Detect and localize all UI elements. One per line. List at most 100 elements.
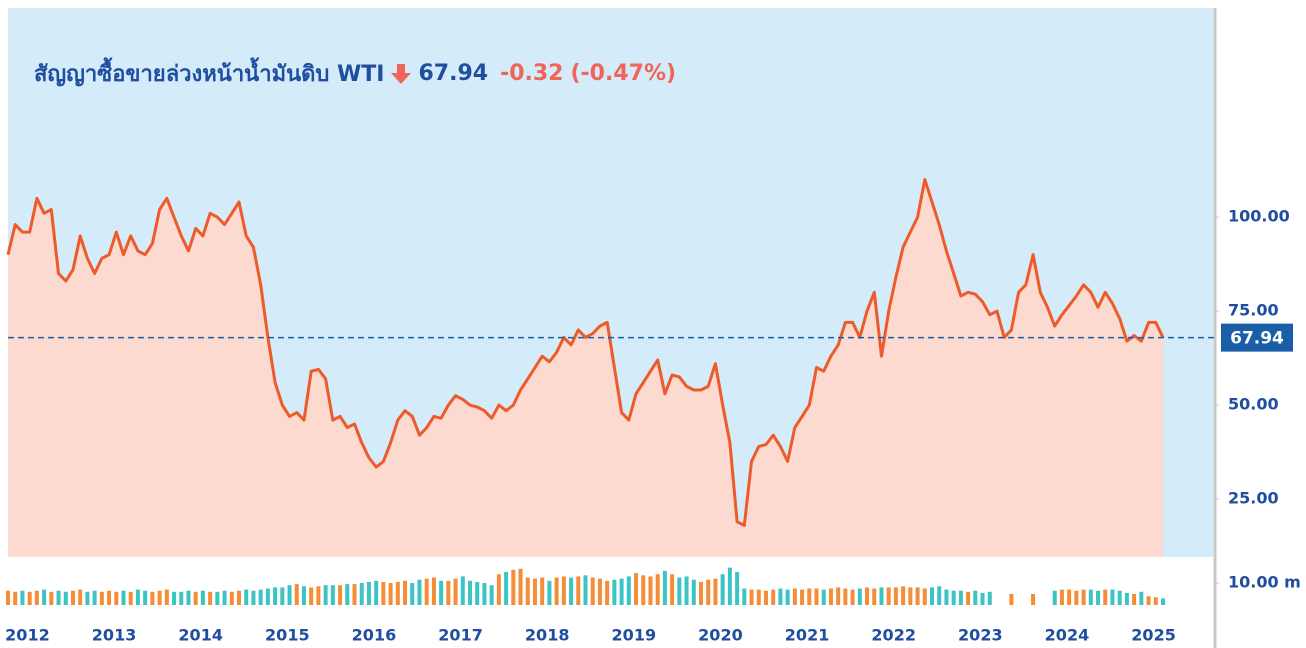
volume-bar (251, 590, 256, 605)
volume-bar (244, 589, 249, 605)
volume-bar (27, 591, 32, 605)
volume-bar (1146, 596, 1151, 605)
volume-bar (980, 592, 985, 605)
current-price-box (1221, 323, 1293, 352)
volume-bar (807, 588, 812, 605)
volume-bar (749, 589, 754, 605)
volume-bar (850, 589, 855, 605)
volume-bar (482, 583, 487, 605)
volume-bar (872, 588, 877, 605)
volume-bar (973, 590, 978, 605)
volume-bar (42, 589, 47, 605)
volume-bar (554, 577, 559, 605)
volume-bar (431, 577, 436, 605)
volume-tick-label: 10.00 m (1228, 573, 1301, 592)
volume-bar (930, 587, 934, 605)
volume-bar (893, 587, 898, 605)
volume-bar (814, 588, 819, 605)
x-tick-label: 2023 (958, 626, 1003, 645)
volume-bar (735, 572, 740, 605)
volume-bar (1139, 591, 1144, 605)
volume-bar (229, 591, 234, 605)
volume-bar (641, 575, 646, 605)
volume-bar (143, 590, 148, 605)
volume-bar (922, 588, 927, 605)
volume-bar (800, 589, 805, 605)
volume-bar (915, 587, 920, 605)
x-tick-label: 2014 (178, 626, 223, 645)
volume-bar (135, 589, 140, 605)
x-tick-label: 2015 (265, 626, 310, 645)
volume-bar (70, 590, 75, 605)
volume-bar (828, 588, 833, 605)
volume-bar (1081, 589, 1086, 605)
volume-bar (684, 576, 689, 605)
volume-bar (879, 587, 884, 605)
volume-bar (706, 579, 711, 605)
volume-bar (576, 576, 581, 605)
volume-bar (121, 590, 126, 605)
volume-bar (1067, 589, 1072, 605)
volume-bar (179, 591, 184, 605)
price-change: -0.32 (500, 61, 564, 86)
volume-bar (92, 590, 97, 605)
volume-bar (1124, 592, 1129, 605)
volume-bar (727, 567, 732, 605)
price-line (6, 178, 1165, 527)
volume-bar (172, 591, 177, 605)
volume-bar (1059, 589, 1064, 605)
y-tick-label: 25.00 (1228, 489, 1279, 508)
volume-bar (352, 584, 357, 605)
volume-bar (374, 580, 379, 605)
volume-bar (778, 588, 783, 605)
volume-bar (886, 587, 891, 605)
volume-bar (468, 580, 472, 605)
y-tick-label: 100.00 (1228, 207, 1290, 226)
volume-bar (63, 591, 68, 605)
volume-bar (699, 581, 703, 605)
volume-bar (475, 581, 480, 605)
volume-bar (395, 581, 400, 605)
volume-bar (626, 576, 631, 605)
x-tick-label: 2020 (698, 626, 743, 645)
volume-bar (612, 579, 617, 605)
volume-bar (345, 584, 350, 605)
volume-bar (193, 591, 198, 605)
volume-bar (836, 587, 841, 605)
x-tick-label: 2025 (1131, 626, 1176, 645)
volume-bar (1096, 590, 1101, 605)
volume-bar (301, 586, 306, 605)
volume-bar (677, 577, 682, 605)
price-area (8, 179, 1163, 557)
volume-bar (756, 589, 761, 605)
x-tick-label: 2017 (438, 626, 483, 645)
volume-bar (128, 591, 133, 605)
volume-bar (937, 586, 942, 605)
volume-bar (359, 583, 364, 605)
volume-bar (381, 581, 386, 605)
volume-bar (583, 575, 588, 605)
volume-bar (1052, 590, 1057, 605)
volume-bar (186, 590, 191, 605)
volume-bar (1110, 589, 1115, 605)
volume-bar (258, 589, 263, 605)
volume-bar (720, 574, 725, 605)
volume-bar (619, 578, 624, 605)
x-tick-label: 2021 (785, 626, 830, 645)
volume-bar (208, 591, 213, 605)
volume-bar (323, 585, 328, 605)
volume-bar (453, 578, 458, 605)
volume-bar (742, 588, 747, 605)
volume-bar (273, 587, 278, 605)
volume-bar (569, 577, 574, 605)
x-tick-label: 2018 (525, 626, 570, 645)
volume-bar (316, 586, 321, 605)
volume-bar (1132, 594, 1137, 605)
volume-bar (99, 591, 104, 605)
volume-bar (958, 590, 963, 605)
volume-bar (150, 591, 155, 605)
volume-bar (200, 590, 205, 605)
y-tick-label: 75.00 (1228, 301, 1279, 320)
x-tick-label: 2012 (5, 626, 50, 645)
